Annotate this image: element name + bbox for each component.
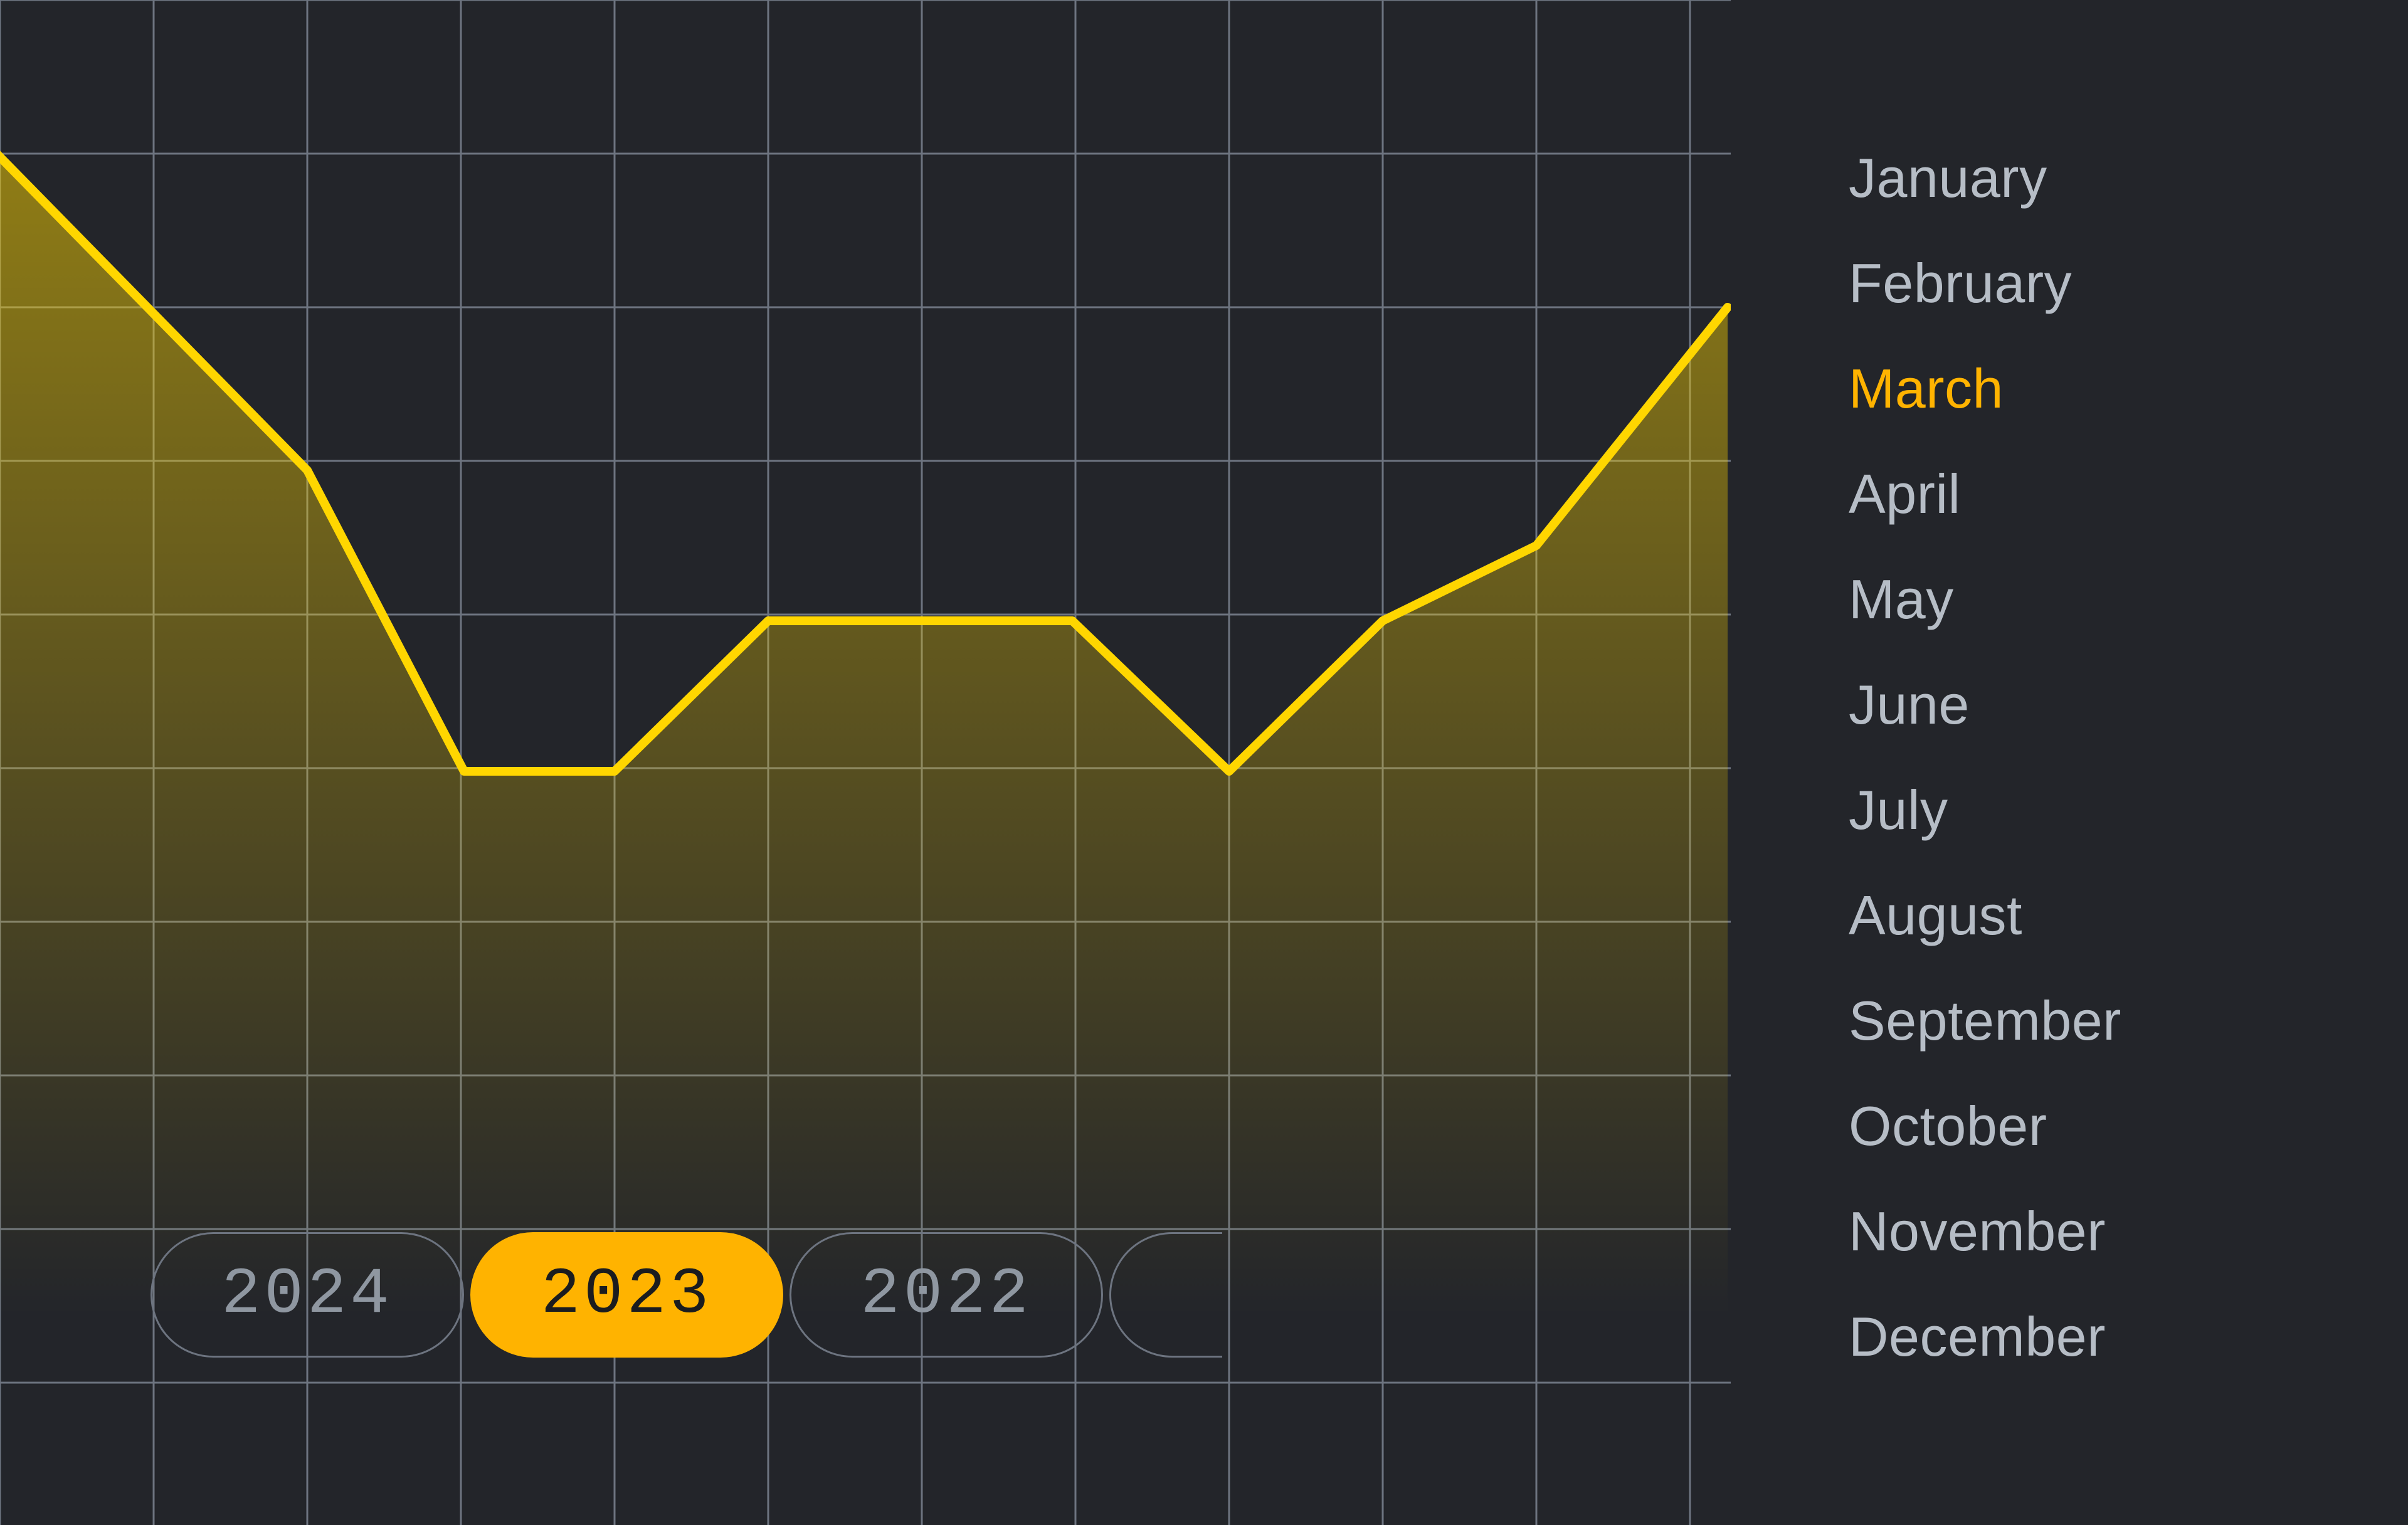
year-pill-2022[interactable]: 2022 — [789, 1232, 1103, 1358]
month-item-may[interactable]: May — [1849, 547, 2121, 652]
month-item-march[interactable]: March — [1849, 336, 2121, 441]
month-item-june[interactable]: June — [1849, 652, 2121, 757]
year-pill-2024[interactable]: 2024 — [150, 1232, 464, 1358]
month-item-january[interactable]: January — [1849, 125, 2121, 231]
month-item-november[interactable]: November — [1849, 1179, 2121, 1284]
month-item-september[interactable]: September — [1849, 968, 2121, 1074]
year-pill-next[interactable] — [1109, 1232, 1222, 1358]
year-selector: 202420232022 — [150, 1232, 1222, 1358]
month-selector: JanuaryFebruaryMarchAprilMayJuneJulyAugu… — [1849, 125, 2121, 1390]
month-item-august[interactable]: August — [1849, 863, 2121, 968]
month-item-february[interactable]: February — [1849, 231, 2121, 336]
month-item-december[interactable]: December — [1849, 1284, 2121, 1390]
month-item-july[interactable]: July — [1849, 757, 2121, 863]
year-pill-2023[interactable]: 2023 — [470, 1232, 784, 1358]
month-item-october[interactable]: October — [1849, 1074, 2121, 1179]
month-item-april[interactable]: April — [1849, 441, 2121, 547]
